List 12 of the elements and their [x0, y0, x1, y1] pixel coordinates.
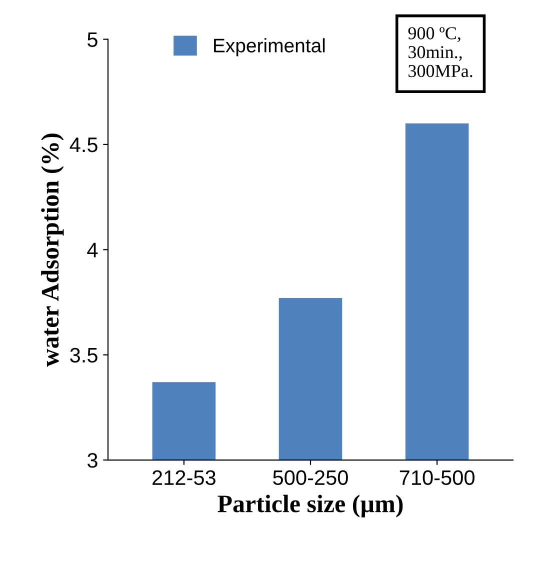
y-axis-title: water Adsorption (%): [41, 134, 64, 367]
annotation: 900 ºC, 30min., 300MPa.: [408, 27, 472, 78]
y-tick-label: 3.5: [70, 348, 98, 363]
x-tick-label: 212-53: [152, 470, 216, 486]
y-tick-label: 3: [87, 453, 98, 468]
y-tick-label: 4: [87, 242, 98, 258]
y-tick-label: 4.5: [70, 138, 98, 152]
x-axis-title: Particle size (µm): [218, 494, 403, 518]
x-tick-label: 710-500: [400, 470, 474, 486]
x-tick-label: 500-250: [273, 470, 348, 486]
legend-label: Experimental: [214, 38, 325, 56]
y-tick-label: 5: [88, 32, 98, 48]
